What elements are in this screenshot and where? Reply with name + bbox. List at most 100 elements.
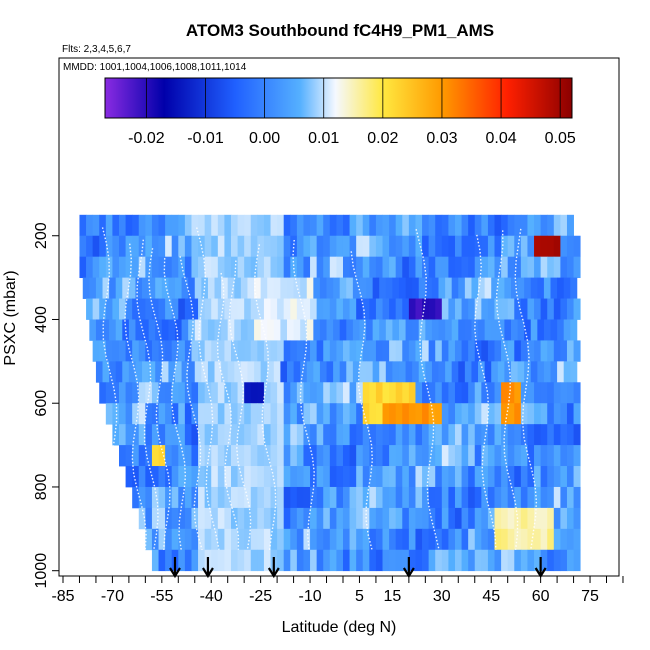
heat-cell — [329, 528, 337, 551]
heat-cell — [336, 549, 344, 572]
heat-cell — [138, 235, 146, 258]
heat-cell — [369, 486, 377, 509]
heat-cell — [99, 298, 107, 320]
heat-cell — [158, 528, 166, 551]
heat-cell — [290, 486, 298, 509]
heat-cell — [257, 424, 265, 446]
heat-cell — [520, 466, 528, 488]
heat-cell — [504, 361, 512, 383]
heat-cell — [398, 319, 406, 341]
heat-cell — [254, 319, 262, 341]
heat-cell — [369, 340, 377, 362]
heat-cell — [138, 340, 146, 362]
heat-cell — [362, 549, 370, 572]
heat-cell — [547, 424, 555, 446]
flights-note: Flts: 2,3,4,5,6,7 — [62, 44, 131, 55]
heat-cell — [527, 549, 535, 572]
heat-cell — [277, 298, 285, 320]
heat-cell — [573, 340, 581, 362]
heat-cell — [342, 486, 350, 509]
heat-cell — [128, 277, 136, 299]
heat-cell — [566, 382, 574, 404]
heat-cell — [487, 445, 495, 467]
x-tick-label: -55 — [150, 588, 173, 605]
heat-cell — [573, 235, 581, 258]
heat-cell — [520, 445, 528, 467]
heat-cell — [224, 507, 232, 530]
heat-cell — [277, 340, 285, 362]
heat-cell — [237, 235, 245, 258]
x-tick-label: -40 — [200, 588, 223, 605]
heat-cell — [171, 256, 179, 279]
heat-cell — [412, 319, 420, 341]
heat-cell — [132, 340, 140, 362]
heat-cell — [501, 528, 509, 551]
heat-cell — [369, 549, 377, 572]
heat-cell — [89, 319, 97, 341]
heat-cell — [237, 549, 245, 572]
heat-cell — [428, 340, 436, 362]
heat-cell — [316, 507, 324, 530]
heat-cell — [342, 235, 350, 258]
heat-cell — [385, 361, 393, 383]
heat-cell — [527, 528, 535, 551]
heat-cell — [560, 507, 568, 530]
heat-cell — [438, 319, 446, 341]
heat-cell — [316, 549, 324, 572]
heat-cell — [165, 214, 173, 237]
heat-cell — [184, 507, 192, 530]
colorbar-tick-label: 0.01 — [308, 130, 339, 147]
heat-cell — [543, 319, 551, 341]
heat-cell — [395, 466, 403, 488]
heat-cell — [128, 319, 136, 341]
heat-cell — [119, 214, 126, 237]
heat-cell — [151, 340, 159, 362]
heat-cell — [217, 340, 225, 362]
colorbar-tick-label: 0.03 — [426, 130, 457, 147]
heat-cell — [119, 424, 126, 446]
heat-cell — [280, 361, 288, 383]
heat-cell — [415, 214, 423, 237]
heat-cell — [474, 340, 482, 362]
heat-cell — [557, 277, 565, 299]
heat-cell — [230, 214, 238, 237]
heat-cell — [382, 528, 390, 551]
heat-cell — [290, 382, 298, 404]
heat-cell — [422, 403, 430, 425]
heat-cell — [99, 214, 107, 237]
heat-cell — [395, 235, 403, 258]
heat-cell — [316, 403, 324, 425]
heat-cell — [237, 382, 245, 404]
heat-cell — [487, 486, 495, 509]
heat-cell — [132, 466, 140, 488]
heat-cell — [395, 403, 403, 425]
heat-cell — [534, 382, 542, 404]
heat-cell — [362, 507, 370, 530]
heat-cell — [527, 445, 535, 467]
heat-cell — [178, 528, 186, 551]
heat-cell — [82, 277, 90, 299]
heat-cell — [283, 528, 291, 551]
heat-cell — [204, 507, 212, 530]
heat-cell — [257, 256, 265, 279]
heat-cell — [553, 235, 561, 258]
heat-cell — [481, 256, 489, 279]
heat-cell — [263, 382, 271, 404]
heat-cell — [237, 256, 245, 279]
heat-cell — [471, 277, 479, 299]
heat-cell — [323, 403, 331, 425]
heat-cell — [454, 445, 462, 467]
heat-cell — [138, 466, 146, 488]
heat-cell — [142, 277, 150, 299]
heat-cell — [230, 445, 238, 467]
heat-cell — [415, 424, 423, 446]
heat-cell — [296, 298, 304, 320]
heat-cell — [244, 214, 252, 237]
heat-cell — [244, 549, 252, 572]
heat-cell — [237, 340, 245, 362]
heat-cell — [435, 424, 443, 446]
heat-cell — [339, 319, 347, 341]
heat-cell — [454, 549, 462, 572]
y-tick-label: 200 — [33, 222, 50, 249]
